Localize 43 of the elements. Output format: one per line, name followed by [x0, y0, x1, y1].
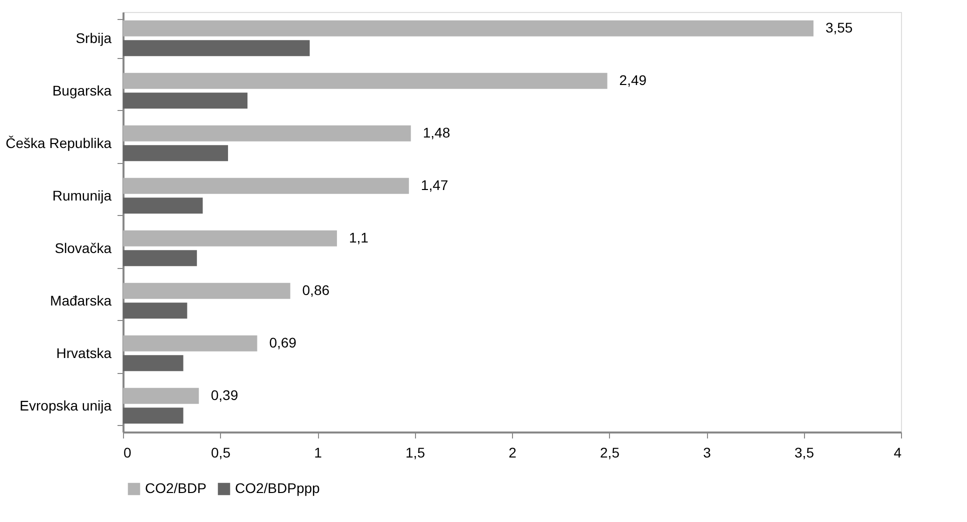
data-label: 0,86 — [302, 282, 330, 298]
y-tick-label: Rumunija — [52, 187, 112, 204]
data-label: 3,55 — [825, 19, 853, 36]
y-tick-label: Mađarska — [50, 292, 112, 308]
bar — [123, 355, 184, 372]
data-label: 1,48 — [422, 124, 450, 140]
x-tick-label: 2 — [508, 444, 517, 460]
bar — [123, 230, 337, 246]
bar — [123, 145, 228, 162]
x-tick-label: 1,5 — [406, 444, 426, 460]
bar — [123, 72, 608, 89]
x-tick-label: 3 — [703, 444, 712, 460]
bar — [123, 198, 203, 214]
y-tick-label: Evropska unija — [20, 397, 112, 414]
x-tick-label: 4 — [894, 444, 902, 460]
x-tick-label: 0,5 — [211, 444, 231, 460]
bar — [123, 335, 258, 352]
x-tick-label: 1 — [314, 444, 322, 460]
bar — [123, 125, 411, 142]
x-tick-label: 3,5 — [794, 444, 814, 460]
bar — [123, 388, 199, 404]
bar — [123, 92, 248, 109]
data-label: 1,47 — [420, 176, 448, 193]
y-tick-label: Hrvatska — [56, 344, 112, 361]
bar — [123, 302, 188, 319]
data-label: 2,49 — [619, 72, 647, 88]
y-tick-label: Slovačka — [54, 240, 112, 256]
bar — [123, 282, 290, 299]
x-tick-label: 2,5 — [600, 444, 620, 460]
y-tick-label: Bugarska — [52, 82, 112, 98]
x-tick-label: 0 — [124, 444, 132, 460]
bar — [123, 250, 197, 266]
legend-label: CO2/BDPppp — [235, 480, 320, 496]
bar — [123, 40, 310, 56]
data-label: 0,69 — [269, 334, 297, 350]
bar — [123, 20, 814, 36]
data-label: 0,39 — [210, 386, 238, 403]
data-label: 1,1 — [348, 229, 369, 246]
legend-label: CO2/BDP — [145, 480, 206, 496]
bar — [123, 408, 184, 424]
y-tick-label: Srbija — [76, 30, 112, 46]
y-tick-label: Češka Republika — [6, 134, 112, 151]
bar — [123, 178, 409, 194]
